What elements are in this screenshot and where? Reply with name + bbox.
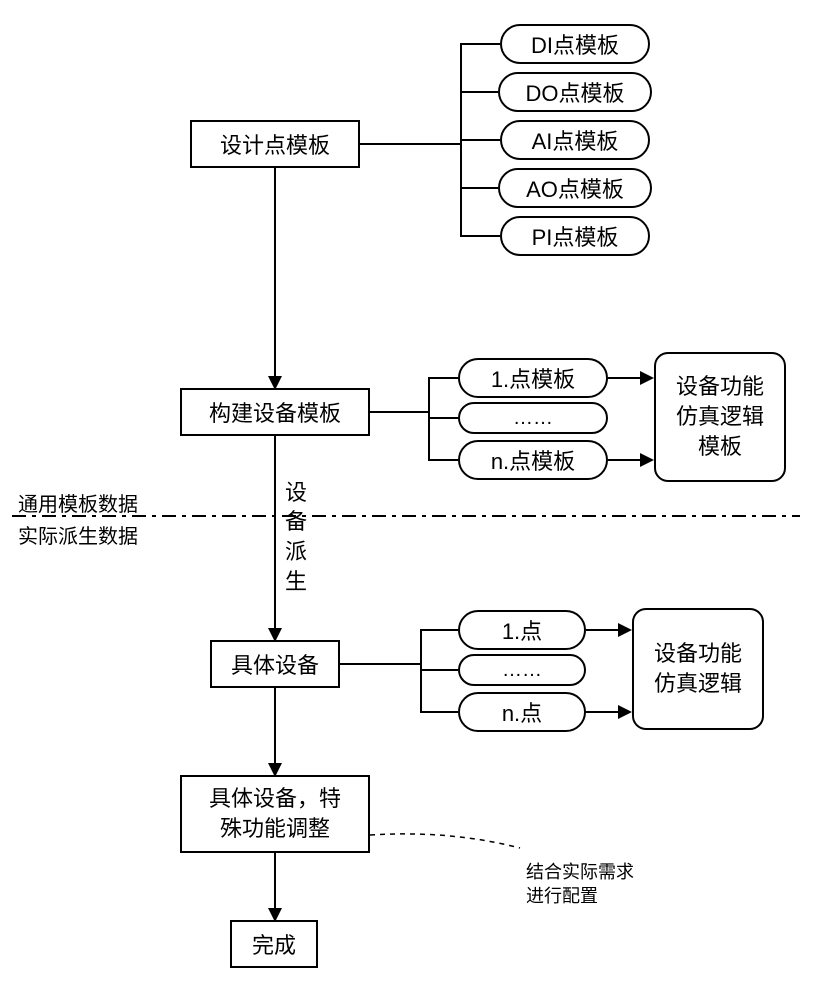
edge [274,168,276,378]
pill-label: AO点模板 [526,172,624,204]
pill-do: DO点模板 [498,72,652,112]
edge [340,663,420,665]
arrowhead [618,705,632,719]
edge [420,629,458,631]
logic-actual-box: 设备功能 仿真逻辑 [632,608,764,730]
edge [586,711,618,713]
pill-ao: AO点模板 [498,168,652,208]
node-label: 设计点模板 [220,128,330,160]
edge [460,139,500,141]
arrowhead [268,763,282,777]
node-concrete: 具体设备 [210,640,340,688]
node-label: 设备功能 仿真逻辑 模板 [676,372,764,461]
edge [460,235,500,237]
node-done: 完成 [230,920,318,968]
arrowhead [618,623,632,637]
edge [370,411,428,413]
edge [420,711,458,713]
pill-label: AI点模板 [532,124,619,156]
pill-label: DI点模板 [531,28,619,60]
pill-label: DO点模板 [525,76,624,108]
edge [420,629,422,713]
pill-label: 1.点模板 [491,362,575,394]
pill-build-1: 1.点模板 [458,358,608,398]
divider-upper-label: 通用模板数据 [18,488,138,517]
node-design: 设计点模板 [190,120,360,168]
edge [360,143,460,145]
node-label: 具体设备 [231,648,319,680]
edge [274,688,276,765]
pill-build-n: n.点模板 [458,440,608,480]
divider-lower-label: 实际派生数据 [18,520,138,549]
node-label: 构建设备模板 [209,396,341,428]
pill-build-dots: …… [458,402,608,434]
arrowhead [640,371,654,385]
edge [460,43,500,45]
edge [608,377,640,379]
node-label: 完成 [252,928,296,960]
arrowhead [640,453,654,467]
pill-concrete-1: 1.点 [458,610,586,650]
pill-label: 1.点 [502,614,542,646]
pill-label: PI点模板 [532,220,619,252]
pill-label: …… [513,407,553,430]
edge [586,629,618,631]
derive-label: 设 备 派 生 [285,448,307,596]
pill-di: DI点模板 [500,24,650,64]
edge [608,459,640,461]
config-note: 结合实际需求 进行配置 [526,838,634,908]
edge [428,459,458,461]
node-build: 构建设备模板 [180,388,370,436]
pill-ai: AI点模板 [500,120,650,160]
pill-concrete-n: n.点 [458,692,586,732]
edge [420,669,458,671]
pill-concrete-dots: …… [458,654,586,686]
logic-template-box: 设备功能 仿真逻辑 模板 [654,352,786,482]
node-label: 设备功能 仿真逻辑 [654,639,742,698]
pill-label: n.点模板 [491,444,575,476]
node-label: 具体设备，特 殊功能调整 [209,784,341,843]
edge [460,187,498,189]
edge [274,853,276,910]
edge [460,91,498,93]
pill-label: …… [502,659,542,682]
node-adjust: 具体设备，特 殊功能调整 [180,775,370,853]
arrowhead [268,628,282,642]
pill-label: n.点 [502,696,542,728]
edge [428,377,458,379]
edge [428,417,458,419]
arrowhead [268,908,282,922]
edge [274,436,276,630]
arrowhead [268,376,282,390]
edge [428,377,430,461]
pill-pi: PI点模板 [500,216,650,256]
